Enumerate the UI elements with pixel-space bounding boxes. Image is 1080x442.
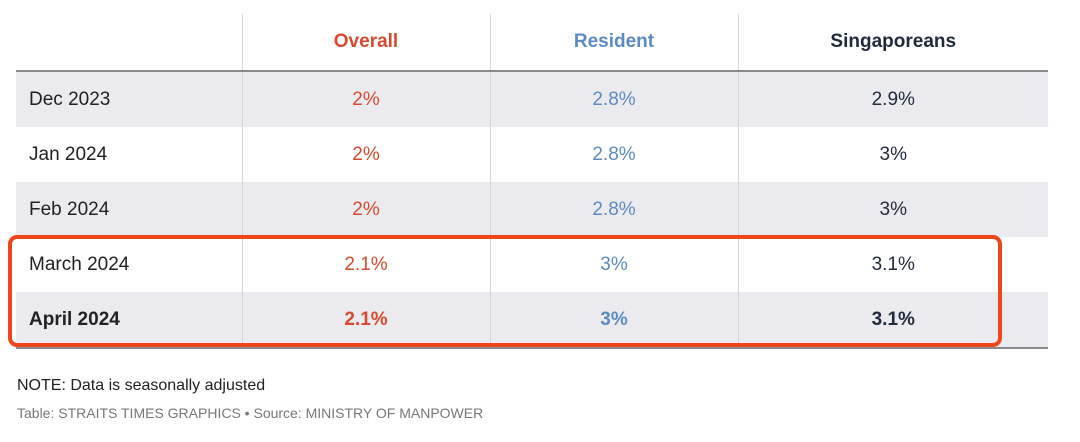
unemployment-table: Overall Resident Singaporeans Dec 2023 2…	[16, 14, 1048, 349]
resident-cell: 2.8%	[489, 182, 738, 237]
singaporeans-cell: 3%	[737, 182, 1048, 237]
singaporeans-cell: 3.1%	[737, 292, 1048, 349]
footnote: NOTE: Data is seasonally adjusted	[17, 377, 266, 394]
header-period	[16, 14, 242, 72]
table-row: Feb 2024 2% 2.8% 3%	[16, 182, 1048, 237]
overall-cell: 2.1%	[241, 292, 490, 349]
resident-cell: 2.8%	[489, 71, 738, 127]
data-table-container: Overall Resident Singaporeans Dec 2023 2…	[16, 14, 1048, 349]
singaporeans-cell: 3%	[737, 127, 1048, 182]
table-row: March 2024 2.1% 3% 3.1%	[16, 237, 1048, 292]
header-resident: Resident	[489, 14, 738, 72]
resident-cell: 3%	[489, 292, 738, 349]
period-cell: March 2024	[16, 237, 242, 292]
table-row: Dec 2023 2% 2.8% 2.9%	[16, 71, 1048, 127]
resident-cell: 3%	[489, 237, 738, 292]
singaporeans-cell: 3.1%	[737, 237, 1048, 292]
period-cell: Dec 2023	[16, 71, 242, 127]
header-singaporeans: Singaporeans	[737, 14, 1048, 72]
table-row: April 2024 2.1% 3% 3.1%	[16, 292, 1048, 349]
source-credit: Table: STRAITS TIMES GRAPHICS • Source: …	[17, 405, 484, 421]
resident-cell: 2.8%	[489, 127, 738, 182]
period-cell: Jan 2024	[16, 127, 242, 182]
singaporeans-cell: 2.9%	[737, 71, 1048, 127]
header-overall: Overall	[241, 14, 490, 72]
period-cell: Feb 2024	[16, 182, 242, 237]
overall-cell: 2.1%	[241, 237, 490, 292]
overall-cell: 2%	[241, 182, 490, 237]
overall-cell: 2%	[241, 127, 490, 182]
overall-cell: 2%	[241, 71, 490, 127]
period-cell: April 2024	[16, 292, 242, 349]
header-row: Overall Resident Singaporeans	[16, 14, 1048, 72]
table-row: Jan 2024 2% 2.8% 3%	[16, 127, 1048, 182]
